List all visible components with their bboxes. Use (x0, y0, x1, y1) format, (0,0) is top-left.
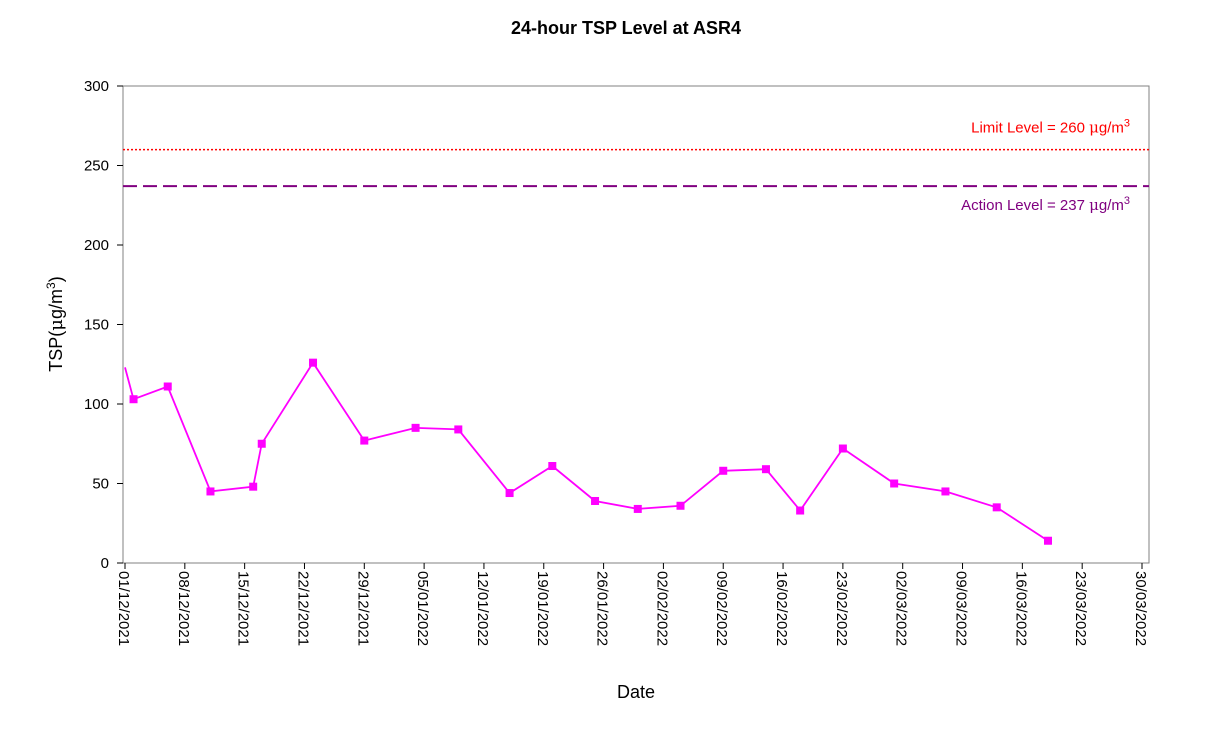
x-tick-label: 05/01/2022 (414, 571, 431, 646)
y-tick-label: 150 (84, 317, 109, 334)
data-point (676, 501, 685, 510)
data-point (591, 496, 600, 505)
ref-label-mu: μ (1089, 119, 1099, 137)
x-tick-label: 09/03/2022 (953, 571, 970, 646)
x-axis-title: Date (617, 682, 655, 702)
y-tick-label: 200 (84, 237, 109, 254)
data-point (309, 358, 318, 367)
x-tick-label: 22/12/2021 (294, 571, 311, 646)
data-point (249, 482, 258, 491)
data-point (548, 462, 557, 471)
data-point (206, 487, 215, 496)
data-point (360, 436, 369, 445)
x-tick-label: 23/02/2022 (833, 571, 850, 646)
series-line (124, 361, 1049, 542)
data-point (129, 395, 138, 404)
x-tick-label: 09/02/2022 (713, 571, 730, 646)
ref-label-sup: 3 (1124, 195, 1130, 207)
x-tick-label: 30/03/2022 (1132, 571, 1149, 646)
y-axis-title: TSP(μg/m3) (44, 276, 67, 371)
y-tick-label: 50 (92, 476, 109, 493)
data-point (163, 382, 172, 391)
y-axis-title-unit: g/m (46, 289, 66, 319)
y-tick-label: 300 (84, 78, 109, 95)
y-tick-label: 100 (84, 396, 109, 413)
x-tick-label: 08/12/2021 (175, 571, 192, 646)
ref-label-text: Action Level = 237 (961, 197, 1089, 214)
x-tick-label: 16/02/2022 (773, 571, 790, 646)
x-tick-label: 23/03/2022 (1072, 571, 1089, 646)
x-tick-label: 15/12/2021 (235, 571, 252, 646)
data-point (411, 423, 420, 432)
x-tick-label: 26/01/2022 (594, 571, 611, 646)
ref-label-text: Limit Level = 260 (971, 120, 1089, 137)
data-point (838, 444, 847, 453)
y-tick-label: 0 (101, 555, 109, 572)
x-axis: 01/12/2021 08/12/2021 15/12/2021 22/12/2021… (115, 563, 1149, 646)
ref-label-sup: 3 (1124, 118, 1130, 130)
plot-area (122, 85, 1150, 564)
data-point (505, 489, 514, 498)
action-level-label: Action Level = 237 μg/m3 (961, 195, 1130, 214)
data-point (1043, 536, 1052, 545)
data-point (992, 503, 1001, 512)
y-tick-label: 250 (84, 158, 109, 175)
ref-label-mu: μ (1089, 196, 1099, 214)
x-tick-label: 01/12/2021 (115, 571, 132, 646)
data-point (941, 487, 950, 496)
x-tick-label: 16/03/2022 (1012, 571, 1029, 646)
y-axis-title-prefix: TSP( (46, 331, 66, 372)
x-tick-label: 02/02/2022 (653, 571, 670, 646)
chart-title: 24-hour TSP Level at ASR4 (511, 18, 741, 38)
data-point (719, 466, 728, 475)
y-axis-title-suffix: ) (46, 276, 66, 282)
y-axis-title-sup: 3 (44, 282, 58, 289)
limit-level-label: Limit Level = 260 μg/m3 (971, 118, 1130, 137)
x-tick-label: 12/01/2022 (474, 571, 491, 646)
ref-label-unit: g/m (1099, 120, 1124, 137)
x-tick-label: 02/03/2022 (893, 571, 910, 646)
data-point (796, 506, 805, 515)
x-tick-label: 29/12/2021 (354, 571, 371, 646)
data-point (257, 439, 266, 448)
data-point (633, 504, 642, 513)
data-point (454, 425, 463, 434)
series-tsp (124, 358, 1052, 545)
data-point (761, 465, 770, 474)
data-point (890, 479, 899, 488)
ref-label-unit: g/m (1099, 197, 1124, 214)
y-axis: 0 50 100 150 200 250 300 (84, 78, 123, 572)
x-tick-label: 19/01/2022 (534, 571, 551, 646)
y-axis-title-mu: μ (46, 319, 67, 331)
